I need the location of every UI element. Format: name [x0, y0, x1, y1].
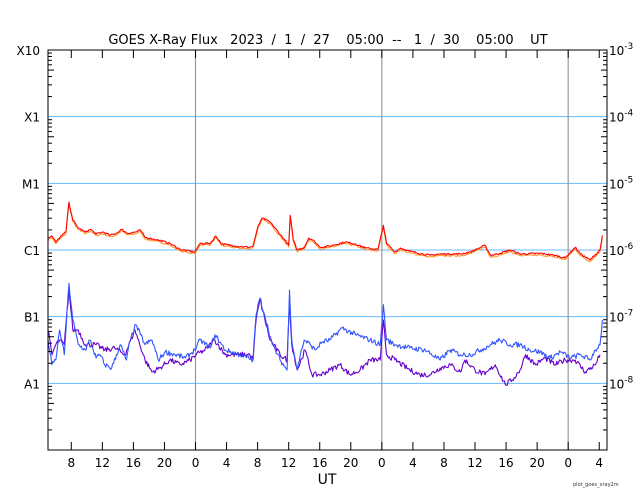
plot-frame	[47, 49, 608, 451]
x-tick-label: 12	[95, 456, 110, 470]
x-tick-label: 12	[467, 456, 482, 470]
y-axis-left-label: A1	[24, 377, 40, 391]
x-tick-label: 20	[529, 456, 544, 470]
y-axis-left-label: C1	[24, 244, 40, 258]
series-line-short	[47, 282, 603, 371]
chart-title: GOES X-Ray Flux 2023 / 1 / 27 05:00 -- 1…	[108, 33, 547, 48]
x-tick-label: 0	[564, 456, 572, 470]
x-tick-label: 4	[409, 456, 417, 470]
x-tick-label: 12	[281, 456, 296, 470]
y-axis-right-label: 10-4	[609, 109, 634, 125]
y-axis-left-label: X10	[17, 44, 41, 58]
x-tick-label: 4	[223, 456, 231, 470]
x-tick-label: 8	[254, 456, 262, 470]
y-axis-right-label: 10-3	[609, 42, 633, 58]
y-axis-left-label: M1	[22, 177, 40, 191]
x-tick-label: 20	[157, 456, 172, 470]
x-tick-label: 16	[312, 456, 327, 470]
x-axis-label: UT	[318, 472, 337, 488]
x-tick-label: 4	[595, 456, 603, 470]
series-line-short-secondary	[47, 289, 601, 387]
x-tick-label: 20	[343, 456, 358, 470]
y-axis-right-label: 10-7	[609, 309, 633, 325]
y-axis-right-label: 10-5	[609, 175, 633, 191]
x-tick-label: 0	[378, 456, 386, 470]
footer-label: plot_goes_xray2m	[573, 482, 619, 488]
x-tick-label: 8	[440, 456, 448, 470]
series-line-long	[47, 201, 603, 261]
y-axis-left-label: B1	[24, 311, 40, 325]
x-tick-label: 16	[126, 456, 141, 470]
y-axis-left-label: X1	[24, 111, 40, 125]
y-axis-right-label: 10-6	[609, 242, 634, 258]
x-tick-label: 0	[192, 456, 200, 470]
y-axis-right-label: 10-8	[609, 375, 634, 391]
x-tick-label: 8	[67, 456, 75, 470]
x-tick-label: 16	[498, 456, 513, 470]
series-line-long-secondary	[47, 203, 603, 263]
